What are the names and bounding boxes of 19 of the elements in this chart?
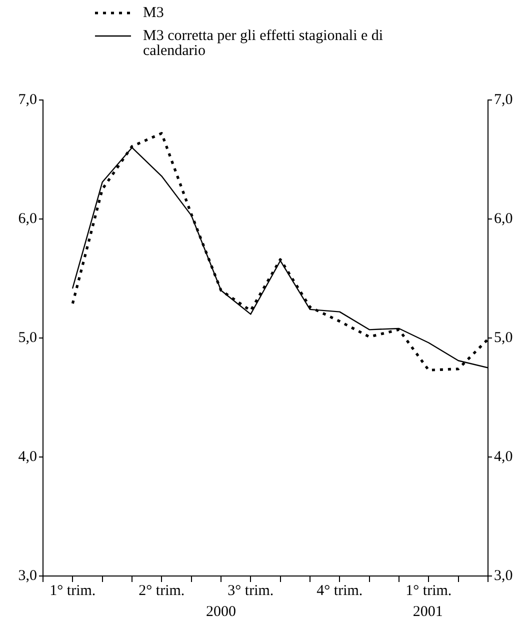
y2-tick-label: 3,0 <box>494 568 513 584</box>
y2-tick-label: 7,0 <box>494 92 513 108</box>
legend-label: M3 corretta per gli effetti stagionali e di calendario <box>143 28 384 59</box>
y-tick-label: 5,0 <box>18 330 37 346</box>
y-tick-label: 7,0 <box>18 92 37 108</box>
text: 2001 <box>412 604 443 620</box>
y-tick-label: 4,0 <box>18 448 37 465</box>
x-tick-label: 4° trim. <box>316 582 363 599</box>
text: 2000 <box>206 604 236 620</box>
legend-label: M3 <box>143 4 164 21</box>
y-tick-label: 3,0 <box>18 568 37 584</box>
y-tick-label: 6,0 <box>18 210 37 227</box>
y2-tick-label: 6,0 <box>494 210 513 227</box>
x-tick-label: 2° trim. <box>138 582 185 599</box>
x-tick-label: 3° trim. <box>228 582 274 599</box>
y2-tick-label: 4,0 <box>494 448 513 465</box>
x-tick-label: 1° trim. <box>406 582 452 599</box>
x-tick-label: 1° trim. <box>50 582 96 599</box>
y2-tick-label: 5,0 <box>494 330 513 346</box>
